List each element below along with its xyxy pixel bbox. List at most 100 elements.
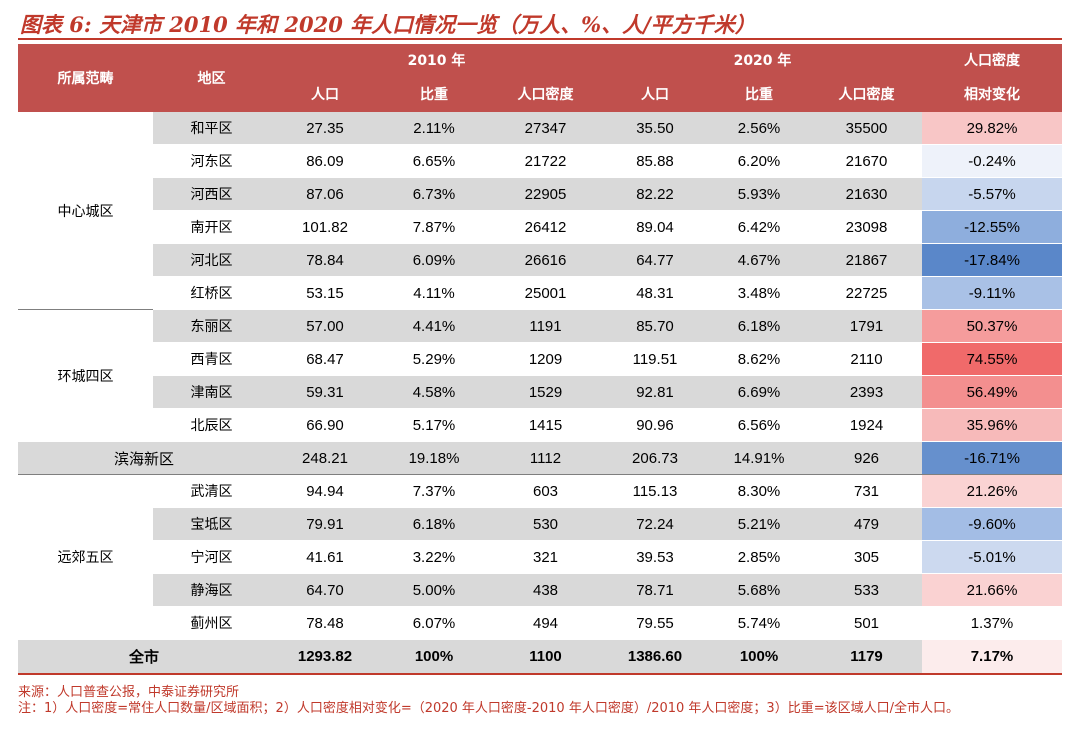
table-row: 西青区 68.47 5.29% 1209 119.51 8.62% 2110 7… bbox=[18, 342, 1062, 376]
table-row: 红桥区 53.15 4.11% 25001 48.31 3.48% 22725 … bbox=[18, 276, 1062, 310]
density-2020-cell: 21630 bbox=[811, 177, 922, 211]
header-density-change-2: 相对变化 bbox=[922, 76, 1062, 112]
pop-2020-cell: 35.50 bbox=[603, 112, 707, 145]
header-year-2020: 2020 年 bbox=[603, 44, 922, 76]
district-cell: 河西区 bbox=[153, 177, 270, 211]
group-total: 全市 bbox=[18, 639, 270, 675]
share-2020-cell: 6.20% bbox=[707, 144, 811, 178]
density-2010-cell: 21722 bbox=[488, 144, 603, 178]
district-cell: 河北区 bbox=[153, 243, 270, 277]
share-2020-cell: 4.67% bbox=[707, 243, 811, 277]
table-row: 津南区 59.31 4.58% 1529 92.81 6.69% 2393 56… bbox=[18, 375, 1062, 409]
share-2010-cell: 3.22% bbox=[380, 540, 488, 574]
share-2010-cell: 6.09% bbox=[380, 243, 488, 277]
density-2020-cell: 479 bbox=[811, 507, 922, 541]
group-outer: 远郊五区 bbox=[18, 474, 153, 640]
pop-2020-cell: 39.53 bbox=[603, 540, 707, 574]
pop-2010-cell: 101.82 bbox=[270, 210, 380, 244]
density-change-cell: -12.55% bbox=[922, 210, 1062, 244]
pop-2020-cell: 1386.60 bbox=[603, 639, 707, 675]
density-change-cell: 29.82% bbox=[922, 112, 1062, 145]
pop-2010-cell: 68.47 bbox=[270, 342, 380, 376]
page-title: 图表 6: 天津市 2010 年和 2020 年人口情况一览（万人、%、人/平方… bbox=[20, 12, 756, 37]
district-cell: 红桥区 bbox=[153, 276, 270, 310]
pop-2020-cell: 48.31 bbox=[603, 276, 707, 310]
table-row: 蓟州区 78.48 6.07% 494 79.55 5.74% 501 1.37… bbox=[18, 606, 1062, 640]
density-2010-cell: 26412 bbox=[488, 210, 603, 244]
district-cell: 静海区 bbox=[153, 573, 270, 607]
district-cell: 河东区 bbox=[153, 144, 270, 178]
density-2020-cell: 2393 bbox=[811, 375, 922, 409]
density-change-cell: -0.24% bbox=[922, 144, 1062, 178]
density-2020-cell: 926 bbox=[811, 441, 922, 475]
share-2020-cell: 100% bbox=[707, 639, 811, 675]
pop-2020-cell: 79.55 bbox=[603, 606, 707, 640]
share-2010-cell: 7.87% bbox=[380, 210, 488, 244]
table-row: 宁河区 41.61 3.22% 321 39.53 2.85% 305 -5.0… bbox=[18, 540, 1062, 574]
header-density-change-1: 人口密度 bbox=[922, 44, 1062, 76]
density-2020-cell: 22725 bbox=[811, 276, 922, 310]
district-cell: 和平区 bbox=[153, 112, 270, 145]
density-2010-cell: 27347 bbox=[488, 112, 603, 145]
share-2010-cell: 2.11% bbox=[380, 112, 488, 145]
table-row: 河西区 87.06 6.73% 22905 82.22 5.93% 21630 … bbox=[18, 177, 1062, 211]
density-2020-cell: 533 bbox=[811, 573, 922, 607]
pop-2020-cell: 115.13 bbox=[603, 474, 707, 508]
pop-2010-cell: 57.00 bbox=[270, 309, 380, 343]
share-2010-cell: 6.73% bbox=[380, 177, 488, 211]
density-change-cell: 7.17% bbox=[922, 639, 1062, 675]
pop-2010-cell: 64.70 bbox=[270, 573, 380, 607]
share-2010-cell: 5.29% bbox=[380, 342, 488, 376]
density-2020-cell: 731 bbox=[811, 474, 922, 508]
density-2010-cell: 438 bbox=[488, 573, 603, 607]
share-2020-cell: 2.85% bbox=[707, 540, 811, 574]
pop-2020-cell: 90.96 bbox=[603, 408, 707, 442]
table-row: 河北区 78.84 6.09% 26616 64.77 4.67% 21867 … bbox=[18, 243, 1062, 277]
share-2020-cell: 6.18% bbox=[707, 309, 811, 343]
density-2020-cell: 305 bbox=[811, 540, 922, 574]
table-row: 宝坻区 79.91 6.18% 530 72.24 5.21% 479 -9.6… bbox=[18, 507, 1062, 541]
density-change-cell: -5.57% bbox=[922, 177, 1062, 211]
density-change-cell: -9.60% bbox=[922, 507, 1062, 541]
pop-2010-cell: 66.90 bbox=[270, 408, 380, 442]
district-cell: 武清区 bbox=[153, 474, 270, 508]
share-2010-cell: 4.11% bbox=[380, 276, 488, 310]
pop-2020-cell: 92.81 bbox=[603, 375, 707, 409]
pop-2020-cell: 206.73 bbox=[603, 441, 707, 475]
header-year-2010: 2010 年 bbox=[270, 44, 603, 76]
pop-2020-cell: 78.71 bbox=[603, 573, 707, 607]
pop-2020-cell: 72.24 bbox=[603, 507, 707, 541]
title-bar: 图表 6: 天津市 2010 年和 2020 年人口情况一览（万人、%、人/平方… bbox=[18, 6, 1062, 40]
density-2010-cell: 1415 bbox=[488, 408, 603, 442]
header-density-2020: 人口密度 bbox=[811, 76, 922, 112]
pop-2010-cell: 87.06 bbox=[270, 177, 380, 211]
pop-2010-cell: 53.15 bbox=[270, 276, 380, 310]
table-row: 北辰区 66.90 5.17% 1415 90.96 6.56% 1924 35… bbox=[18, 408, 1062, 442]
group-binhai: 滨海新区 bbox=[18, 441, 270, 475]
table-row: 滨海新区 248.21 19.18% 1112 206.73 14.91% 92… bbox=[18, 441, 1062, 475]
share-2010-cell: 6.65% bbox=[380, 144, 488, 178]
density-2010-cell: 1209 bbox=[488, 342, 603, 376]
district-cell: 东丽区 bbox=[153, 309, 270, 343]
pop-2020-cell: 64.77 bbox=[603, 243, 707, 277]
pop-2020-cell: 85.88 bbox=[603, 144, 707, 178]
table-row: 中心城区 和平区 27.35 2.11% 27347 35.50 2.56% 3… bbox=[18, 112, 1062, 310]
table-row: 静海区 64.70 5.00% 438 78.71 5.68% 533 21.6… bbox=[18, 573, 1062, 607]
header-share-2020: 比重 bbox=[707, 76, 811, 112]
density-2020-cell: 2110 bbox=[811, 342, 922, 376]
density-2020-cell: 21867 bbox=[811, 243, 922, 277]
share-2020-cell: 8.62% bbox=[707, 342, 811, 376]
table-row: 环城四区 东丽区 57.00 4.41% 1191 85.70 6.18% 17… bbox=[18, 309, 1062, 442]
share-2010-cell: 100% bbox=[380, 639, 488, 675]
district-cell: 津南区 bbox=[153, 375, 270, 409]
share-2020-cell: 2.56% bbox=[707, 112, 811, 145]
pop-2010-cell: 41.61 bbox=[270, 540, 380, 574]
pop-2010-cell: 78.84 bbox=[270, 243, 380, 277]
density-2010-cell: 22905 bbox=[488, 177, 603, 211]
share-2010-cell: 4.58% bbox=[380, 375, 488, 409]
group-center: 中心城区 bbox=[18, 112, 153, 310]
pop-2010-cell: 27.35 bbox=[270, 112, 380, 145]
pop-2020-cell: 119.51 bbox=[603, 342, 707, 376]
density-2010-cell: 1112 bbox=[488, 441, 603, 475]
district-cell: 宁河区 bbox=[153, 540, 270, 574]
